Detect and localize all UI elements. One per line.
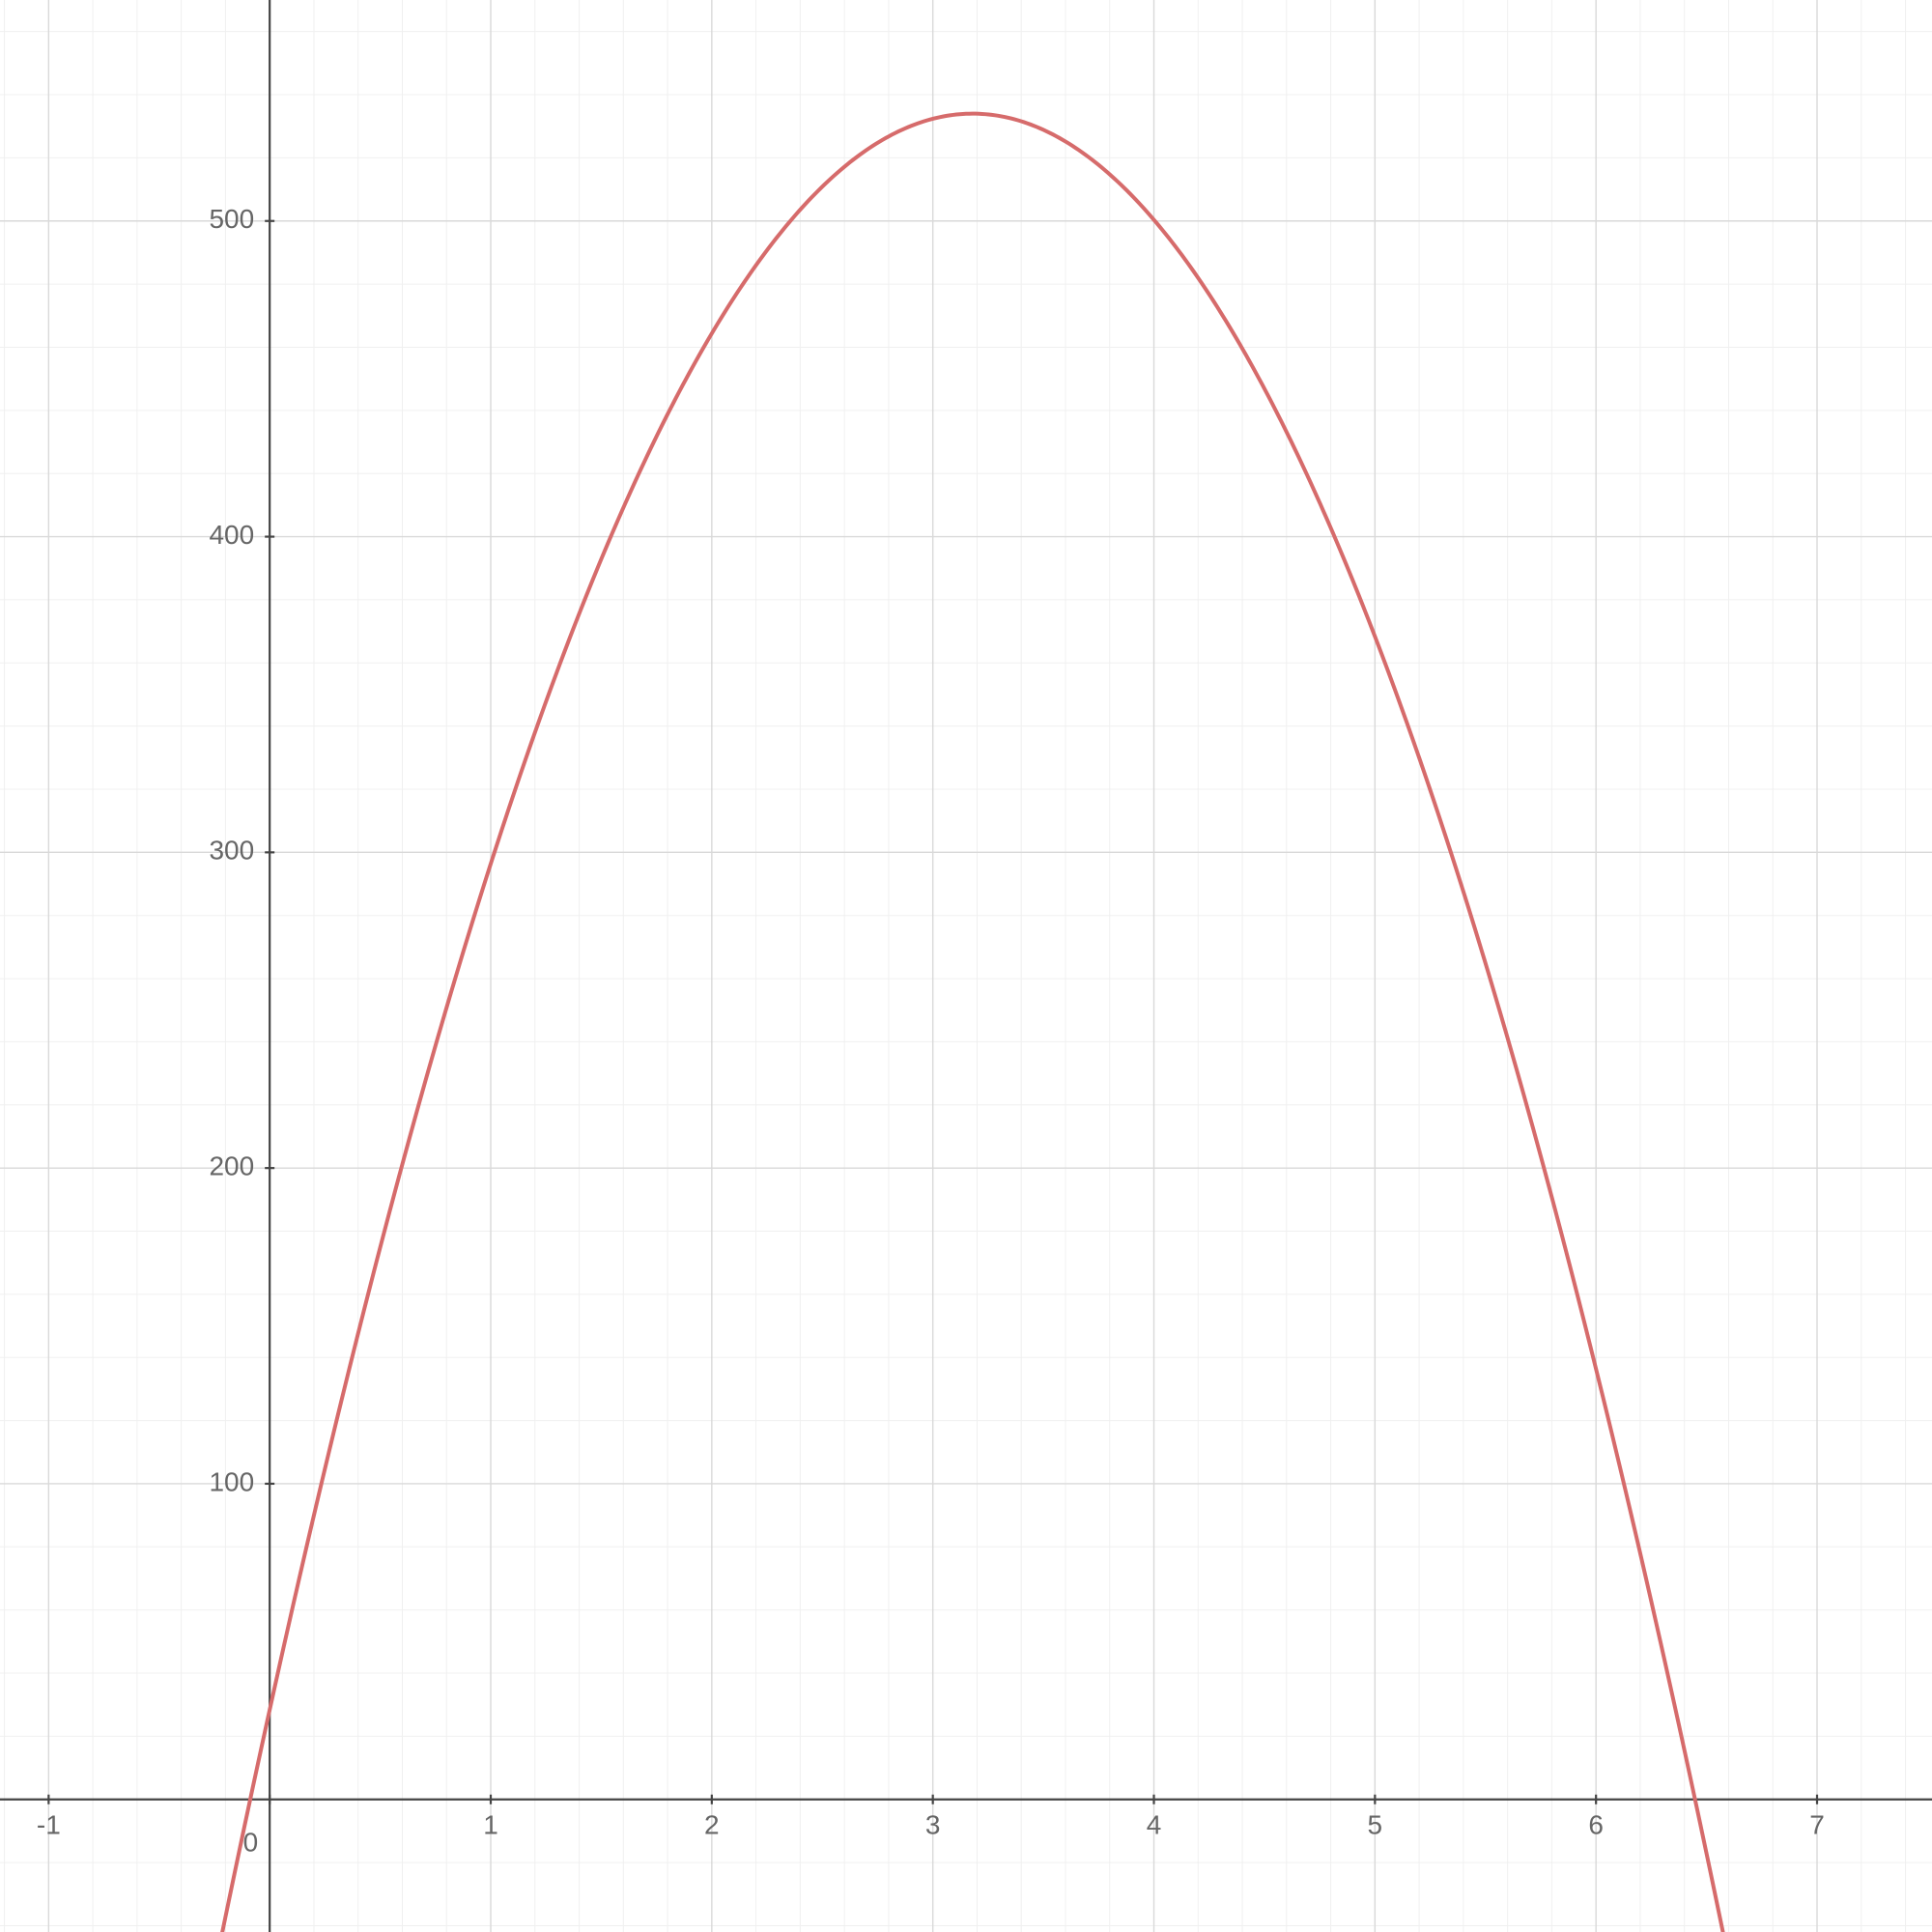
svg-text:-1: -1	[37, 1810, 61, 1840]
svg-text:2: 2	[704, 1810, 720, 1840]
svg-text:7: 7	[1809, 1810, 1825, 1840]
svg-text:0: 0	[243, 1828, 259, 1858]
svg-text:3: 3	[925, 1810, 941, 1840]
svg-text:5: 5	[1368, 1810, 1383, 1840]
svg-text:500: 500	[209, 204, 254, 234]
chart-container: -1 0 1 2 3 4 5 6 7 100 200 300 400 500	[0, 0, 1932, 1932]
svg-text:100: 100	[209, 1466, 254, 1496]
svg-text:6: 6	[1588, 1810, 1604, 1840]
chart-svg: -1 0 1 2 3 4 5 6 7 100 200 300 400 500	[0, 0, 1932, 1932]
svg-text:300: 300	[209, 836, 254, 866]
svg-text:1: 1	[483, 1810, 498, 1840]
svg-text:200: 200	[209, 1151, 254, 1181]
svg-text:400: 400	[209, 520, 254, 550]
svg-text:4: 4	[1147, 1810, 1162, 1840]
